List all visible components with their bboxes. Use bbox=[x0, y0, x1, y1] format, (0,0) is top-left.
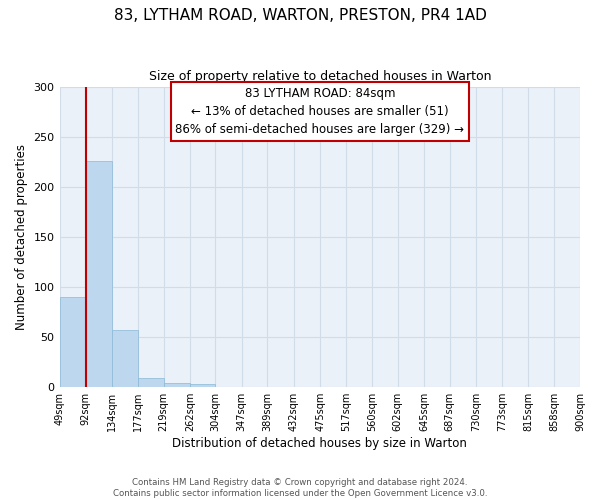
Bar bbox=[59, 297, 86, 387]
Bar bbox=[86, 161, 112, 387]
Text: 83 LYTHAM ROAD: 84sqm
← 13% of detached houses are smaller (51)
86% of semi-deta: 83 LYTHAM ROAD: 84sqm ← 13% of detached … bbox=[175, 87, 464, 136]
Bar bbox=[164, 383, 190, 387]
Bar bbox=[112, 330, 138, 387]
Bar bbox=[138, 378, 164, 387]
X-axis label: Distribution of detached houses by size in Warton: Distribution of detached houses by size … bbox=[172, 437, 467, 450]
Text: Contains HM Land Registry data © Crown copyright and database right 2024.
Contai: Contains HM Land Registry data © Crown c… bbox=[113, 478, 487, 498]
Title: Size of property relative to detached houses in Warton: Size of property relative to detached ho… bbox=[149, 70, 491, 83]
Y-axis label: Number of detached properties: Number of detached properties bbox=[15, 144, 28, 330]
Text: 83, LYTHAM ROAD, WARTON, PRESTON, PR4 1AD: 83, LYTHAM ROAD, WARTON, PRESTON, PR4 1A… bbox=[113, 8, 487, 22]
Bar bbox=[190, 384, 215, 387]
